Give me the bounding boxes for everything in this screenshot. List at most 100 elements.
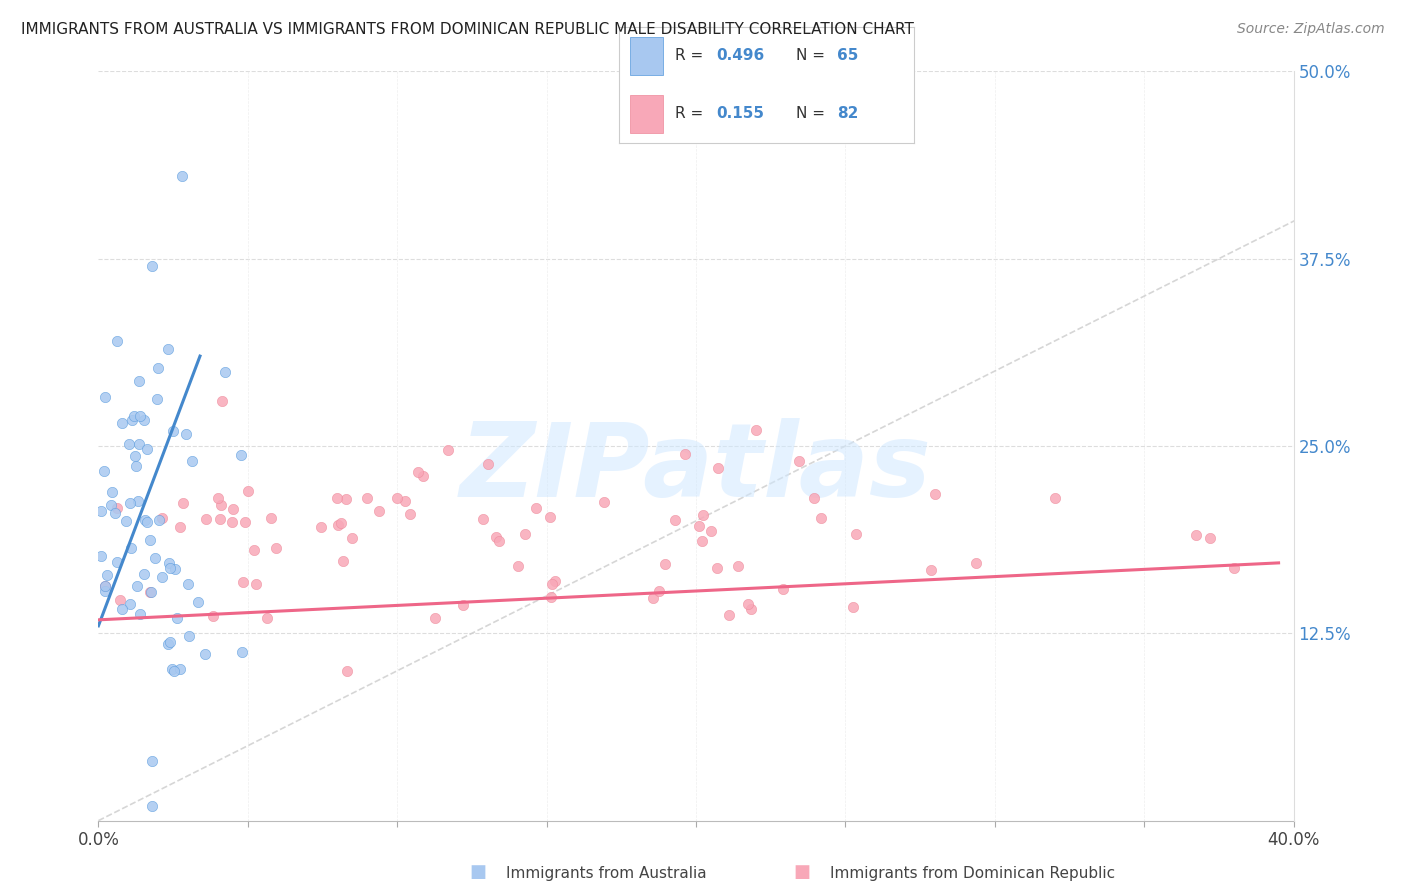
Text: 0.496: 0.496: [716, 48, 765, 63]
Point: [1185, 527, 1208, 541]
Point: [108, 593, 131, 607]
Point: [141, 585, 163, 599]
Point: [1223, 561, 1246, 575]
Point: [717, 607, 740, 622]
Point: [160, 662, 183, 676]
Text: ■: ■: [793, 863, 810, 881]
Point: [1199, 531, 1222, 545]
Point: [118, 437, 141, 451]
Point: [172, 169, 194, 184]
Point: [398, 507, 420, 521]
Point: [177, 629, 200, 643]
Point: [162, 424, 184, 438]
Point: [201, 609, 224, 624]
Point: [90, 504, 112, 518]
Point: [485, 530, 508, 544]
Point: [221, 515, 243, 529]
Bar: [630, 95, 664, 134]
Point: [157, 557, 180, 571]
Point: [233, 515, 256, 529]
Point: [394, 494, 416, 508]
Point: [207, 491, 229, 506]
Point: [141, 259, 163, 273]
Point: [328, 517, 350, 532]
Point: [845, 527, 868, 541]
Point: [120, 597, 142, 611]
Point: [706, 560, 728, 574]
Point: [150, 570, 173, 584]
Point: [120, 541, 142, 556]
Point: [406, 465, 429, 479]
Point: [256, 611, 278, 625]
Point: [105, 556, 128, 570]
Point: [772, 582, 794, 596]
Point: [214, 365, 236, 379]
Point: [540, 576, 562, 591]
Point: [425, 611, 447, 625]
Text: Immigrants from Australia: Immigrants from Australia: [506, 866, 707, 881]
Point: [194, 647, 217, 661]
Point: [924, 487, 946, 501]
Point: [965, 556, 987, 570]
Point: [104, 506, 127, 520]
Point: [128, 374, 150, 388]
Point: [526, 500, 548, 515]
Text: 0.155: 0.155: [716, 106, 763, 121]
Point: [245, 577, 267, 591]
Point: [166, 611, 188, 625]
Point: [141, 798, 163, 813]
Point: [125, 579, 148, 593]
Point: [124, 409, 146, 423]
Point: [96, 568, 118, 582]
Text: IMMIGRANTS FROM AUSTRALIA VS IMMIGRANTS FROM DOMINICAN REPUBLIC MALE DISABILITY : IMMIGRANTS FROM AUSTRALIA VS IMMIGRANTS …: [21, 22, 914, 37]
Point: [93, 390, 115, 404]
Text: ■: ■: [470, 863, 486, 881]
Text: Source: ZipAtlas.com: Source: ZipAtlas.com: [1237, 22, 1385, 37]
Point: [129, 607, 152, 622]
Point: [141, 754, 163, 768]
Point: [412, 468, 434, 483]
Point: [211, 394, 233, 409]
Point: [745, 423, 768, 437]
Point: [146, 392, 169, 407]
Point: [93, 464, 115, 478]
Point: [115, 514, 138, 528]
Point: [105, 334, 128, 348]
Point: [385, 491, 409, 506]
Point: [94, 579, 117, 593]
Point: [700, 524, 723, 538]
Point: [93, 579, 115, 593]
Point: [100, 498, 122, 512]
Point: [740, 602, 762, 616]
Point: [335, 492, 357, 507]
Text: R =: R =: [675, 48, 707, 63]
Point: [134, 413, 156, 427]
Point: [477, 457, 499, 471]
Point: [1043, 491, 1066, 506]
Point: [593, 495, 616, 509]
Bar: [630, 37, 664, 76]
Point: [264, 541, 287, 555]
Point: [340, 531, 363, 545]
Point: [138, 533, 160, 548]
Point: [673, 447, 696, 461]
Point: [172, 496, 194, 510]
Point: [105, 501, 128, 516]
Point: [163, 664, 186, 678]
Point: [187, 595, 209, 609]
Point: [513, 526, 536, 541]
Point: [538, 510, 561, 524]
Point: [177, 577, 200, 591]
Point: [169, 662, 191, 676]
Text: R =: R =: [675, 106, 707, 121]
Point: [920, 563, 942, 577]
Point: [181, 454, 204, 468]
Text: 65: 65: [837, 48, 859, 63]
Text: ZIPatlas: ZIPatlas: [460, 418, 932, 519]
Text: N =: N =: [796, 106, 830, 121]
Point: [727, 558, 749, 573]
Point: [124, 450, 146, 464]
Point: [90, 549, 112, 563]
Point: [120, 496, 142, 510]
Point: [136, 515, 159, 529]
